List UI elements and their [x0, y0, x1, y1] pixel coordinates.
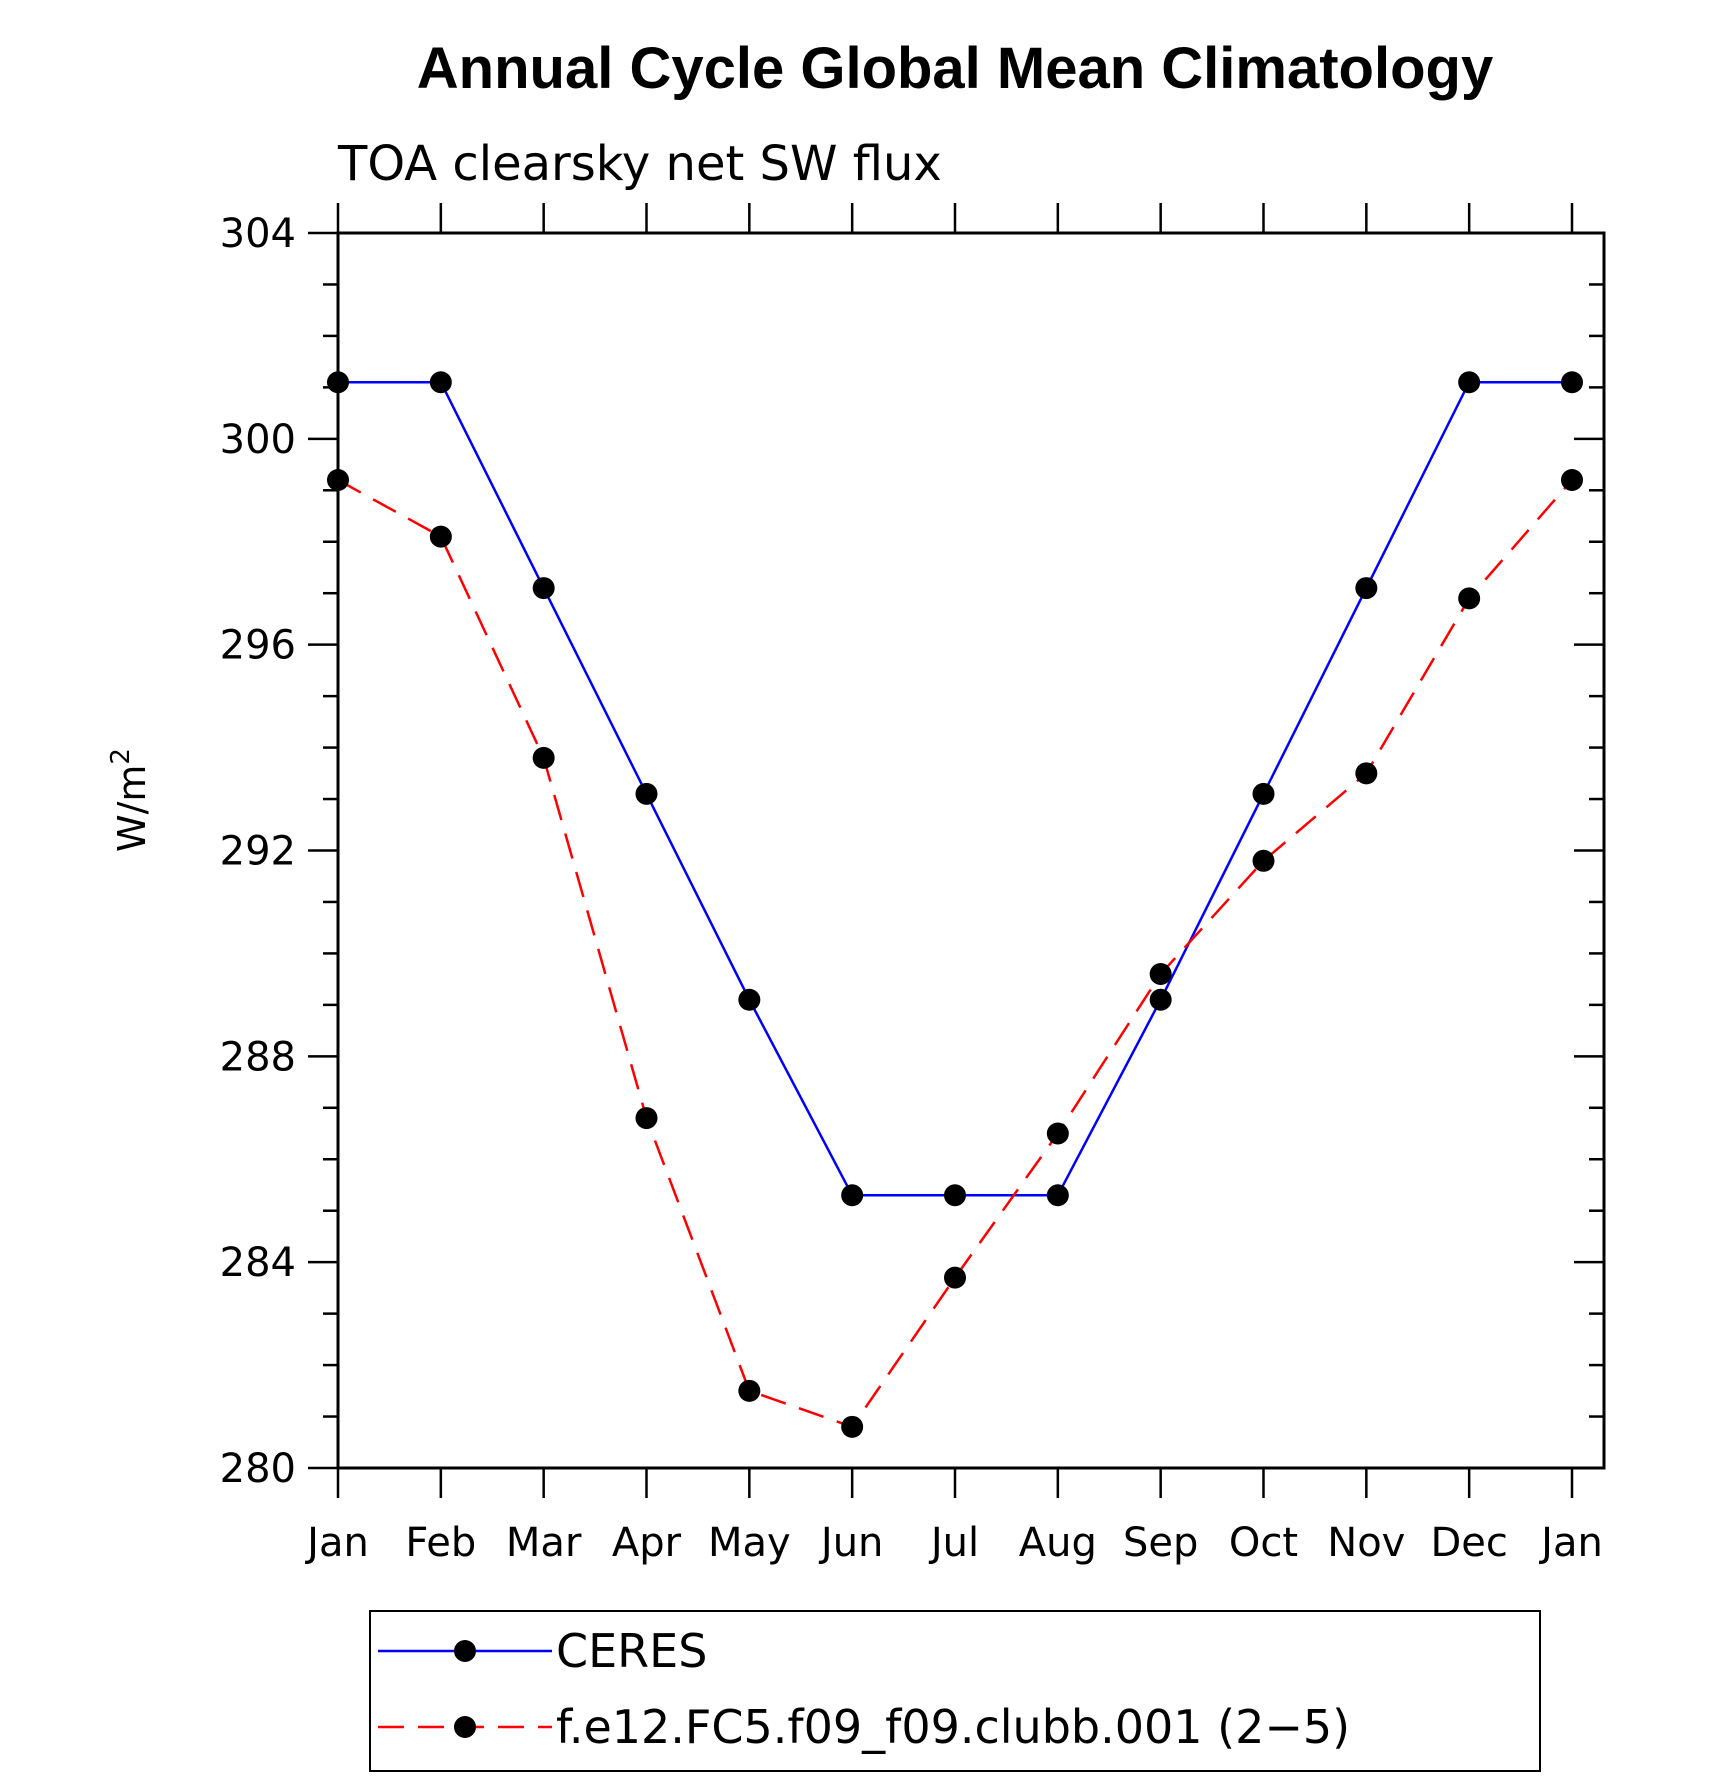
data-point-series-2: [1252, 849, 1275, 872]
data-point-series-1: [327, 371, 349, 394]
data-point-series-2: [1561, 469, 1583, 491]
x-tick-label: Dec: [1430, 1520, 1507, 1566]
data-point-series-1: [1046, 1184, 1069, 1207]
data-point-series-2: [1149, 963, 1172, 985]
chart-subtitle: TOA clearsky net SW flux: [337, 136, 942, 192]
data-point-series-2: [327, 469, 349, 491]
data-point-series-2: [635, 1107, 658, 1130]
legend-box: [369, 1610, 1541, 1772]
data-point-series-1: [1561, 371, 1583, 394]
data-point-series-2: [1458, 587, 1481, 610]
y-tick-label: 300: [220, 417, 296, 463]
x-tick-label: Mar: [506, 1520, 582, 1566]
data-point-series-1: [1458, 371, 1481, 394]
series-markers: [327, 371, 1583, 1438]
data-point-series-2: [841, 1415, 864, 1438]
data-point-series-1: [635, 782, 658, 805]
y-tick-labels: 280 284 288 292 296 300 304: [220, 211, 296, 1492]
data-point-series-2: [1355, 762, 1378, 785]
x-tick-label: Aug: [1019, 1520, 1097, 1566]
data-point-series-1: [1149, 988, 1172, 1011]
x-tick-label: Jan: [1538, 1520, 1603, 1566]
y-tick-label: 280: [220, 1446, 296, 1492]
data-point-series-2: [532, 746, 555, 769]
x-tick-label: May: [708, 1520, 791, 1566]
data-point-series-2: [429, 525, 452, 548]
y-tick-label: 292: [220, 829, 296, 875]
legend-marker-1: [454, 1640, 476, 1662]
x-tick-label: Apr: [612, 1520, 682, 1566]
y-tick-label: 288: [220, 1034, 296, 1080]
data-point-series-1: [1355, 577, 1378, 600]
data-point-series-2: [944, 1266, 966, 1289]
x-tick-label: Nov: [1327, 1520, 1405, 1566]
y-tick-label: 304: [220, 211, 296, 257]
y-tick-label: 284: [220, 1240, 296, 1286]
x-tick-label: Jul: [928, 1520, 979, 1566]
data-point-series-2: [738, 1379, 761, 1402]
data-point-series-1: [738, 988, 761, 1011]
chart-title: Annual Cycle Global Mean Climatology: [417, 36, 1493, 101]
data-point-series-1: [1252, 782, 1275, 805]
legend-label-2: f.e12.FC5.f09_f09.clubb.001 (2−5): [556, 1700, 1350, 1754]
data-point-series-1: [532, 577, 555, 600]
y-tick-label: 296: [220, 623, 296, 669]
series-line-1: [338, 380, 1572, 1197]
y-axis-label: W/m2: [106, 748, 154, 852]
x-tick-label: Oct: [1229, 1520, 1298, 1566]
data-point-series-1: [429, 371, 452, 394]
data-point-series-1: [841, 1184, 864, 1207]
x-tick-label: Jun: [818, 1520, 884, 1566]
legend-items: CERES f.e12.FC5.f09_f09.clubb.001 (2−5): [378, 1624, 1350, 1754]
x-tick-label: Jan: [304, 1520, 369, 1566]
y-axis-label-superscript: 2: [106, 748, 136, 765]
x-tick-label: Sep: [1123, 1520, 1198, 1566]
data-point-series-1: [944, 1184, 966, 1207]
legend: CERES f.e12.FC5.f09_f09.clubb.001 (2−5): [369, 1610, 1541, 1772]
plot-frame: [336, 231, 1606, 1470]
tick-marks: [308, 203, 1604, 1498]
x-tick-labels: Jan Feb Mar Apr May Jun Jul Aug Sep Oct Nov Dec Jan: [304, 1520, 1603, 1566]
x-tick-label: Feb: [405, 1520, 476, 1566]
legend-label-1: CERES: [556, 1624, 707, 1678]
plot-border: [336, 231, 1606, 1470]
data-point-series-2: [1046, 1122, 1069, 1145]
legend-marker-2: [454, 1716, 476, 1738]
y-axis-label-text: W/m: [110, 765, 154, 852]
